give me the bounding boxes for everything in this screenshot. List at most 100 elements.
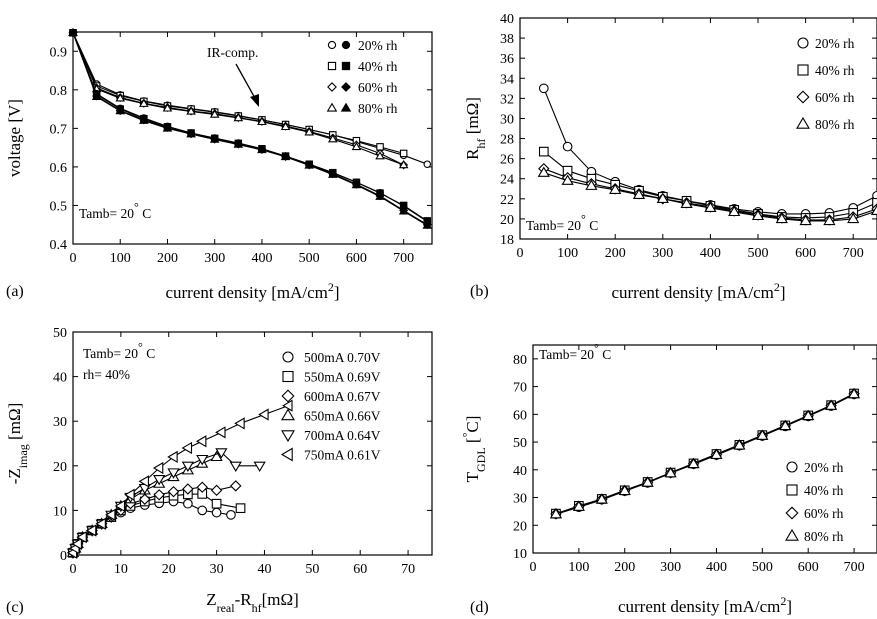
x-tick-label: 200 [157, 251, 178, 266]
y-tick-label: 20 [513, 519, 527, 534]
x-tick-label: 700 [843, 246, 864, 261]
legend-marker [785, 528, 799, 541]
data-point [91, 91, 102, 100]
data-point [282, 399, 293, 412]
x-axis-label: current density [mA/cm2] [165, 280, 339, 302]
x-tick-label: 600 [795, 246, 816, 261]
x-tick-label: 0 [70, 251, 77, 266]
legend-label: 80% rh [358, 101, 398, 116]
x-tick-label: 30 [210, 562, 224, 577]
y-tick-label: 22 [500, 193, 514, 208]
data-point [751, 209, 765, 221]
data-point [687, 457, 700, 469]
data-point [572, 500, 585, 511]
data-point [280, 151, 291, 161]
legend-label: 40% rh [804, 483, 844, 498]
legend-label: 60% rh [815, 90, 855, 105]
data-point [76, 531, 87, 544]
y-tick-label: 60 [513, 408, 527, 423]
plot-frame [72, 331, 433, 556]
plot-frame [532, 344, 877, 554]
data-point [704, 201, 717, 213]
data-point [823, 214, 836, 226]
legend-label: 20% rh [358, 38, 398, 53]
data-point [422, 220, 433, 229]
data-point [304, 160, 314, 169]
x-tick-label: 700 [393, 251, 414, 266]
data-point [423, 160, 432, 168]
y-tick-label: 0.5 [50, 199, 68, 214]
data-point [351, 180, 362, 189]
data-point [197, 505, 208, 516]
data-point [710, 448, 723, 459]
data-point [226, 510, 236, 520]
data-point [375, 191, 385, 200]
data-point [152, 461, 164, 475]
data-point [537, 166, 550, 177]
data-point [233, 139, 244, 148]
data-point [756, 429, 769, 440]
data-point [196, 454, 209, 466]
data-point [538, 83, 549, 94]
data-point [779, 419, 792, 431]
x-tick-label: 500 [299, 251, 320, 266]
y-tick-label: 38 [500, 32, 514, 47]
x-tick-label: 60 [353, 562, 367, 577]
data-point [728, 205, 741, 217]
legend-marker [786, 461, 798, 473]
series-line [72, 32, 428, 222]
legend-label: 750mA 0.61V [304, 448, 381, 463]
series-750ma-0-61v [66, 399, 293, 559]
y-tick-label: 28 [500, 133, 514, 148]
x-tick-label: 200 [605, 246, 626, 261]
data-point [872, 190, 877, 201]
legend: 20% rh 40% rh 60% rh 80% rh [326, 38, 398, 116]
legend-marker [282, 351, 294, 363]
data-point [138, 475, 149, 488]
data-point [181, 461, 195, 473]
series-600ma-0-67v [67, 480, 242, 559]
y-tick-label: 70 [513, 381, 527, 396]
legend-marker-filled [341, 61, 351, 71]
data-point [139, 98, 149, 107]
annotation-tamb: Tamb= 20° C [526, 212, 598, 233]
ir-comp-arrow [235, 63, 257, 101]
data-point [211, 498, 222, 509]
y-tick-label: 0.9 [50, 45, 68, 60]
y-axis-label: voltage [V] [5, 99, 24, 177]
series-80-rh [549, 387, 861, 519]
data-point [561, 174, 574, 185]
x-tick-label: 300 [660, 560, 681, 575]
data-point [618, 484, 631, 496]
legend-marker [796, 116, 810, 129]
legend-label: 500mA 0.70V [304, 350, 381, 365]
x-tick-label: 600 [346, 251, 367, 266]
y-tick-label: 30 [500, 112, 514, 127]
panel-label: (b) [470, 283, 489, 300]
data-point [167, 485, 180, 498]
legend-marker [797, 37, 809, 49]
series-80-rh [537, 166, 877, 226]
x-tick-label: 0 [70, 562, 77, 577]
legend-label: 60% rh [804, 506, 844, 521]
legend: 500mA 0.70V 550mA 0.69V 600mA 0.67V 650mA 0… [280, 350, 381, 463]
annotation-tamb: Tamb= 20° C [79, 200, 151, 221]
data-point [71, 537, 82, 550]
data-point [114, 499, 126, 513]
data-point [162, 123, 173, 132]
data-point [211, 507, 222, 518]
data-point [139, 493, 151, 505]
y-tick-label: 34 [500, 72, 514, 87]
y-tick-label: 30 [53, 415, 67, 430]
data-point [641, 476, 654, 487]
data-point [632, 188, 646, 199]
x-axis-label: current density [mA/cm2] [618, 594, 792, 616]
data-point [182, 483, 194, 495]
legend-marker-open [327, 40, 337, 50]
y-tick-label: 32 [500, 92, 514, 107]
data-point [398, 206, 409, 215]
y-tick-label: 20 [53, 460, 67, 475]
legend-marker [281, 430, 295, 443]
y-tick-label: 50 [513, 436, 527, 451]
